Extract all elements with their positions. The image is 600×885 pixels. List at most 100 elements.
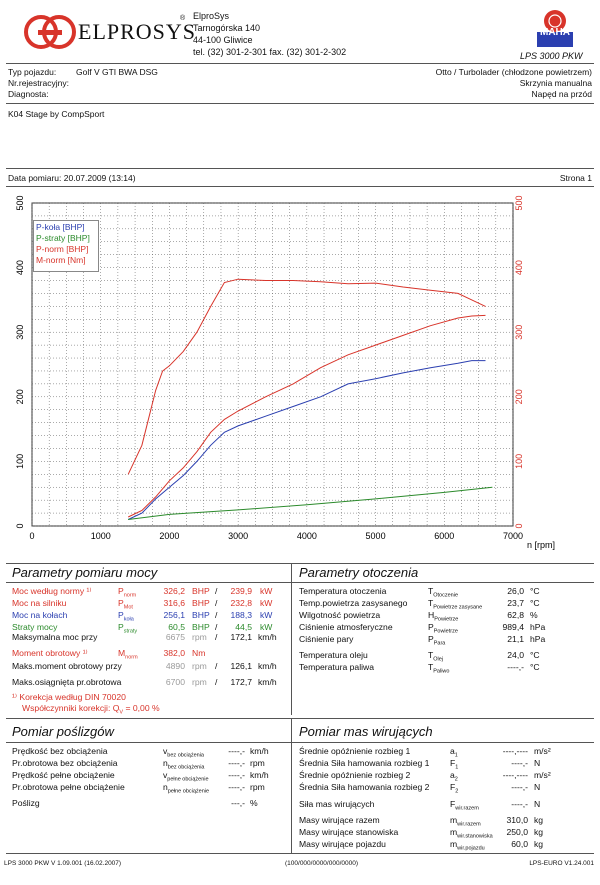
slash: / bbox=[215, 622, 218, 632]
vehicle-note: K04 Stage by CompSport bbox=[8, 109, 105, 119]
x-tick-label: 5000 bbox=[366, 531, 386, 541]
slip-row-unit: % bbox=[250, 798, 258, 808]
registered-mark: ® bbox=[180, 15, 186, 22]
max-torque-label: Maks.moment obrotowy przy bbox=[12, 661, 122, 671]
mass-row-label: Masy wirujące stanowiska bbox=[299, 827, 399, 837]
y-right-tick-label: 500 bbox=[514, 195, 524, 210]
environment-row-symbol: TOlej bbox=[428, 650, 444, 663]
environment-row-unit: °C bbox=[530, 586, 540, 596]
mass-row-unit: kg bbox=[534, 815, 544, 825]
environment-row-unit: hPa bbox=[530, 634, 546, 644]
rotating-mass-title: Pomiar mas wirujących bbox=[299, 724, 433, 739]
x-tick-label: 7000 bbox=[503, 531, 523, 541]
max-power-label: Maksymalna moc przy bbox=[12, 632, 98, 642]
rpm-unit: rpm bbox=[192, 661, 207, 671]
slip-row-symbol: vbez obciążenia bbox=[163, 746, 204, 759]
environment-row-unit: °C bbox=[530, 662, 540, 672]
power-row-value-bhp: 256,1 bbox=[163, 610, 185, 620]
mass-row-label: Siła mas wirujących bbox=[299, 799, 375, 809]
slip-row-label: Pr.obrotowa pełne obciążenie bbox=[12, 782, 125, 792]
x-tick-label: 3000 bbox=[228, 531, 248, 541]
power-row-value-bhp: 316,6 bbox=[163, 598, 185, 608]
vehicle-type-value: Golf V GTI BWA DSG bbox=[76, 67, 158, 77]
environment-row-value: 26,0 bbox=[507, 586, 524, 596]
norm-power-line bbox=[127, 314, 486, 518]
slash: / bbox=[215, 598, 218, 608]
environment-row-unit: °C bbox=[530, 598, 540, 608]
mass-row-value: 60,0 bbox=[511, 839, 528, 849]
environment-row-symbol: PPara bbox=[428, 634, 446, 647]
power-row-symbol: Pnorm bbox=[118, 586, 137, 599]
mass-row-symbol: mwir.stanowiska bbox=[450, 827, 493, 840]
environment-params-title: Parametry otoczenia bbox=[299, 565, 419, 580]
slip-row-symbol: npełne obciążenie bbox=[163, 782, 210, 795]
mass-row-symbol: mwir.razem bbox=[450, 815, 481, 828]
power-row-unit-kw: kW bbox=[260, 622, 273, 632]
mass-row-symbol: F1 bbox=[450, 758, 459, 771]
environment-row-label: Temperatura oleju bbox=[299, 650, 368, 660]
mass-row-symbol: mwir.pojazdu bbox=[450, 839, 485, 852]
mass-row-unit: N bbox=[534, 758, 541, 768]
speed-unit: km/h bbox=[258, 661, 277, 671]
slash: / bbox=[215, 586, 218, 596]
power-row-unit-kw: kW bbox=[260, 586, 273, 596]
environment-row-symbol: HPowietrze bbox=[428, 610, 459, 623]
environment-row-value: ----,- bbox=[507, 662, 524, 672]
footer-euro-version: LPS-EURO V1.24.001 bbox=[529, 860, 594, 867]
y-right-tick-label: 100 bbox=[514, 454, 524, 469]
slip-row-symbol: nbez obciążenia bbox=[163, 758, 205, 771]
x-tick-label: 4000 bbox=[297, 531, 317, 541]
y-right-tick-label: 0 bbox=[514, 523, 524, 528]
page-number: Strona 1 bbox=[559, 173, 592, 183]
mass-row-value: ----,---- bbox=[502, 770, 528, 780]
slip-row-unit: rpm bbox=[250, 782, 265, 792]
y-right-tick-label: 200 bbox=[514, 389, 524, 404]
rpm-unit: rpm bbox=[192, 677, 207, 687]
slip-row-label: Prędkość pełne obciążenie bbox=[12, 770, 115, 780]
power-row-unit-bhp: BHP bbox=[192, 586, 210, 596]
power-row-value-bhp: 326,2 bbox=[163, 586, 185, 596]
power-row-label: Straty mocy bbox=[12, 622, 58, 632]
slip-row-value: ----,- bbox=[228, 782, 245, 792]
mass-row-symbol: a2 bbox=[450, 770, 458, 783]
y-left-tick-label: 300 bbox=[15, 325, 25, 340]
mass-row-value: 250,0 bbox=[506, 827, 528, 837]
slash: / bbox=[215, 661, 218, 671]
divider bbox=[6, 718, 594, 719]
wheel-power-line bbox=[127, 360, 486, 520]
correction-factors: Współczynniki korekcji: QV = 0,00 % bbox=[22, 703, 160, 716]
power-row-value-kw: 188,3 bbox=[230, 610, 252, 620]
environment-row-value: 62,8 bbox=[507, 610, 524, 620]
max-torque-speed: 126,1 bbox=[230, 661, 252, 671]
power-row-unit-kw: kW bbox=[260, 610, 273, 620]
environment-row-label: Ciśnienie pary bbox=[299, 634, 354, 644]
mass-row-label: Średnia Siła hamowania rozbieg 2 bbox=[299, 782, 430, 792]
torque-value: 382,0 bbox=[163, 648, 185, 658]
environment-row-label: Ciśnienie atmosferyczne bbox=[299, 622, 393, 632]
slip-row-symbol: vpełne obciążenie bbox=[163, 770, 209, 783]
legend-item: P-straty [BHP] bbox=[36, 233, 90, 243]
loss-power-line bbox=[128, 486, 493, 520]
environment-row-symbol: PPowietrze bbox=[428, 622, 458, 635]
footer-version: LPS 3000 PKW V 1.09.001 (16.02.2007) bbox=[4, 860, 122, 867]
mass-row-symbol: F2 bbox=[450, 782, 459, 795]
company-city: 44-100 Gliwice bbox=[193, 35, 253, 45]
mass-row-unit: kg bbox=[534, 839, 544, 849]
mass-row-unit: N bbox=[534, 782, 541, 792]
mass-row-value: ----,- bbox=[511, 758, 528, 768]
x-axis-label: n [rpm] bbox=[527, 540, 555, 550]
mass-row-symbol: a1 bbox=[450, 746, 458, 759]
power-row-label: Moc na silniku bbox=[12, 598, 67, 608]
divider bbox=[6, 103, 594, 104]
mass-row-label: Średnie opóźnienie rozbieg 2 bbox=[299, 770, 411, 780]
environment-row-unit: °C bbox=[530, 650, 540, 660]
environment-row-unit: hPa bbox=[530, 622, 546, 632]
rpm-unit: rpm bbox=[192, 632, 207, 642]
environment-row-label: Wilgotność powietrza bbox=[299, 610, 381, 620]
mass-row-unit: kg bbox=[534, 827, 544, 837]
engine-type: Otto / Turbolader (chłodzone powietrzem) bbox=[435, 67, 592, 77]
slip-row-value: ----,- bbox=[228, 770, 245, 780]
x-tick-label: 1000 bbox=[91, 531, 111, 541]
max-power-speed: 172,1 bbox=[230, 632, 252, 642]
speed-unit: km/h bbox=[258, 632, 277, 642]
